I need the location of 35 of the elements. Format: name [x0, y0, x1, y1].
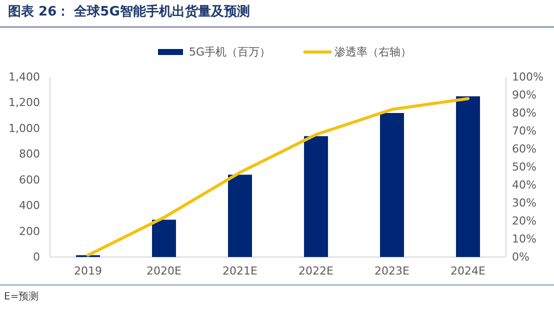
y2-tick-label: 20%: [512, 214, 536, 228]
y-tick-label: 1,000: [8, 122, 40, 135]
chart-title: 图表 26： 全球5G智能手机出货量及预测: [8, 4, 250, 20]
x-tick-label: 2021E: [222, 264, 258, 278]
y-tick-label: 400: [19, 199, 40, 212]
bar: [228, 174, 252, 257]
x-tick-label: 2019: [74, 264, 102, 278]
y2-tick-label: 60%: [512, 142, 536, 156]
y2-tick-label: 0%: [512, 250, 530, 264]
y2-tick-label: 90%: [512, 88, 536, 102]
bar: [456, 96, 480, 257]
y2-tick-label: 70%: [512, 124, 536, 138]
y2-tick-label: 50%: [512, 160, 536, 174]
y2-tick-label: 80%: [512, 106, 536, 120]
y-tick-label: 1,400: [8, 70, 40, 84]
y-tick-label: 0: [33, 250, 40, 264]
line-series: [86, 97, 470, 257]
y-tick-label: 200: [19, 224, 40, 238]
y2-tick-label: 100%: [512, 70, 544, 84]
bar: [152, 220, 176, 257]
x-tick-label: 2023E: [374, 264, 410, 278]
x-tick-label: 2022E: [298, 264, 334, 278]
y2-tick-label: 40%: [512, 178, 536, 192]
y2-tick-label: 10%: [512, 232, 536, 246]
text: E=预测: [4, 290, 39, 302]
bar: [304, 136, 328, 257]
y-tick-label: 800: [19, 148, 40, 161]
x-tick-label: 2020E: [146, 264, 182, 278]
y2-tick-label: 30%: [512, 196, 536, 210]
legend-label: 渗透率（右轴）: [334, 46, 412, 58]
y-tick-label: 600: [19, 173, 40, 186]
y-tick-label: 1,200: [8, 96, 40, 110]
legend-label: 5G手机（百万）: [189, 46, 271, 58]
bar: [380, 113, 404, 257]
x-tick-label: 2024E: [450, 264, 486, 278]
